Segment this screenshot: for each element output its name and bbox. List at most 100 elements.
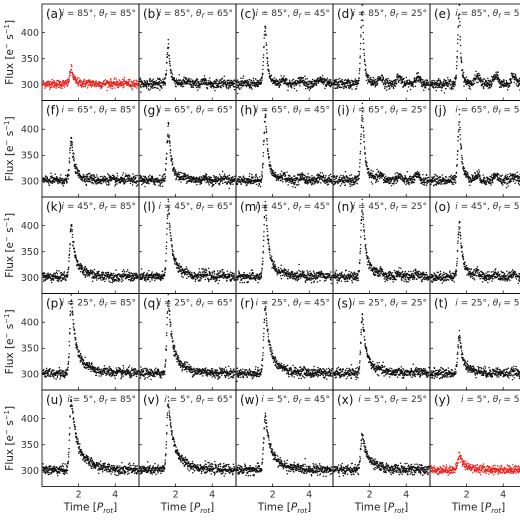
data-point — [261, 166, 264, 169]
data-point — [335, 78, 337, 81]
data-point — [350, 181, 353, 184]
data-point — [388, 79, 391, 82]
data-point — [316, 81, 318, 83]
data-point — [153, 179, 155, 182]
data-point — [86, 179, 88, 181]
data-point — [257, 185, 260, 187]
data-point — [334, 87, 337, 89]
data-point — [390, 184, 393, 187]
data-point — [474, 74, 476, 76]
data-point — [513, 73, 515, 75]
data-point — [295, 90, 298, 92]
data-point — [462, 71, 465, 74]
data-point — [334, 182, 337, 184]
data-point — [69, 152, 71, 154]
data-point — [395, 182, 397, 184]
data-point — [168, 136, 170, 139]
panel-annotation: i = 85°, θf = 25° — [353, 9, 427, 20]
data-point — [456, 153, 459, 156]
data-point — [45, 84, 47, 87]
data-points — [139, 38, 236, 93]
data-point — [168, 57, 171, 60]
data-point — [50, 86, 53, 89]
data-point — [47, 85, 49, 87]
data-point — [169, 140, 171, 142]
data-point — [255, 175, 258, 177]
data-point — [321, 178, 323, 181]
data-point — [432, 79, 435, 82]
data-point — [457, 34, 459, 36]
data-point — [71, 143, 73, 145]
data-point — [358, 67, 361, 70]
data-point — [223, 173, 226, 175]
data-point — [399, 173, 402, 175]
data-point — [495, 71, 497, 73]
data-point — [294, 80, 297, 82]
data-point — [498, 86, 501, 88]
data-point — [131, 89, 133, 91]
data-point — [123, 182, 126, 185]
data-point — [344, 184, 347, 186]
data-point — [360, 19, 363, 21]
data-point — [407, 79, 409, 81]
data-point — [48, 81, 51, 84]
data-point — [244, 177, 247, 180]
data-point — [344, 171, 347, 173]
data-point — [408, 181, 411, 184]
data-point — [220, 179, 222, 181]
data-point — [80, 83, 82, 86]
data-point — [362, 42, 365, 44]
data-point — [159, 82, 161, 84]
data-point — [66, 180, 68, 183]
data-point — [167, 125, 169, 127]
data-point — [149, 79, 151, 81]
data-point — [336, 83, 339, 86]
data-point — [403, 77, 405, 80]
data-point — [143, 178, 146, 181]
data-point — [175, 171, 177, 173]
panel-j: (j)i = 65°, θf = 5° — [429, 100, 520, 198]
data-point — [62, 79, 64, 82]
data-point — [457, 150, 459, 152]
data-point — [479, 77, 482, 79]
data-point — [154, 86, 157, 89]
data-point — [364, 153, 366, 155]
data-point — [173, 170, 175, 172]
data-point — [133, 176, 135, 178]
data-point — [291, 181, 294, 183]
data-point — [337, 87, 339, 89]
data-point — [294, 186, 297, 189]
data-point — [188, 77, 190, 80]
data-point — [364, 151, 366, 154]
data-point — [265, 125, 267, 128]
data-point — [59, 86, 61, 88]
data-point — [424, 181, 427, 184]
data-point — [435, 181, 437, 183]
data-point — [356, 85, 358, 88]
data-point — [121, 78, 124, 80]
data-point — [206, 87, 209, 90]
data-point — [70, 137, 73, 140]
data-point — [125, 181, 127, 183]
data-point — [475, 70, 477, 73]
data-point — [372, 170, 374, 172]
data-point — [135, 82, 138, 84]
data-point — [261, 68, 264, 71]
data-point — [371, 183, 374, 185]
data-point — [268, 70, 270, 73]
data-point — [136, 87, 138, 89]
data-point — [180, 172, 183, 174]
data-point — [51, 78, 53, 81]
data-point — [475, 77, 478, 79]
data-point — [165, 158, 168, 161]
data-point — [229, 86, 231, 88]
data-point — [94, 85, 96, 87]
data-point — [253, 79, 255, 82]
data-point — [262, 162, 264, 165]
data-point — [499, 79, 501, 81]
data-point — [266, 62, 269, 65]
data-point — [74, 167, 76, 170]
data-point — [261, 76, 263, 78]
data-point — [158, 181, 161, 184]
data-point — [452, 183, 455, 185]
